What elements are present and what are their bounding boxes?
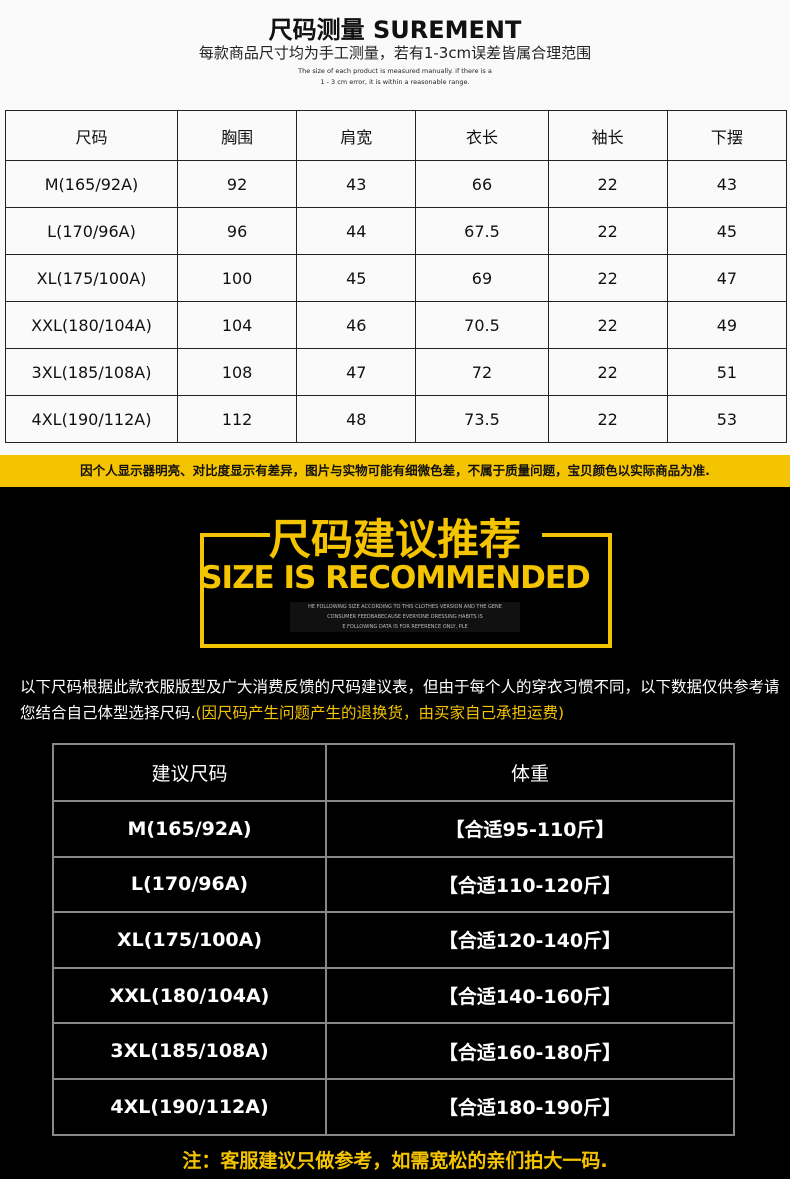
column-header: 下摆 xyxy=(666,110,788,161)
note-line: The size of each product is measured man… xyxy=(298,67,492,75)
header-row: 建议尺码 体重 xyxy=(52,743,735,802)
table-cell: L(170/96A) xyxy=(5,207,178,255)
table-cell: 22 xyxy=(547,348,668,396)
table-cell: 49 xyxy=(666,301,788,349)
table-cell: 45 xyxy=(666,207,788,255)
size-table: 尺码 胸围 肩宽 衣长 袖长 下摆 M(165/92A) 92 43 66 22 43 L(170/96… xyxy=(5,110,788,443)
table-row: 3XL(185/108A) 【合适160-180斤】 xyxy=(52,1022,735,1080)
column-header: 肩宽 xyxy=(296,110,417,161)
table-cell: 73.5 xyxy=(415,395,549,443)
table-cell: 53 xyxy=(666,395,788,443)
subtitle: 每款商品尺寸均为手工测量，若有1-3cm误差皆属合理范围 xyxy=(198,44,592,62)
table-cell: 96 xyxy=(176,207,298,255)
table-cell: XL(175/100A) xyxy=(5,254,178,302)
table-cell: 22 xyxy=(547,301,668,349)
table-cell: 【合适140-160斤】 xyxy=(325,966,735,1025)
table-row: XL(175/100A) 【合适120-140斤】 xyxy=(52,911,735,969)
table-cell: 92 xyxy=(176,160,298,208)
table-row: M(165/92A) 92 43 66 22 43 xyxy=(5,160,788,208)
table-cell: 【合适95-110斤】 xyxy=(325,800,735,858)
table-row: L(170/96A) 【合适110-120斤】 xyxy=(52,855,735,914)
table-cell: 108 xyxy=(176,348,298,396)
table-cell: 67.5 xyxy=(415,207,549,255)
table-cell: 【合适180-190斤】 xyxy=(325,1077,735,1136)
small-line: HE FOLLOWING SIZE ACCORDING TO THIS CLOT… xyxy=(308,604,502,610)
column-header: 尺码 xyxy=(5,110,178,161)
table-cell: 100 xyxy=(176,254,298,302)
table-cell: 43 xyxy=(296,160,417,208)
header-row: 尺码 胸围 肩宽 衣长 袖长 下摆 xyxy=(5,110,788,161)
table-cell: 22 xyxy=(547,254,668,302)
table-cell: XXL(180/104A) xyxy=(52,966,327,1025)
intro-paragraph: 以下尺码根据此款衣服版型及广大消费反馈的尺码建议表，但由于每个人的穿衣习惯不同，… xyxy=(20,674,780,726)
banner-title-en: SIZE IS RECOMMENDED xyxy=(200,560,591,596)
page-title: 尺码测量 SUREMENT xyxy=(268,16,522,44)
table-cell: 【合适160-180斤】 xyxy=(325,1022,735,1080)
table-cell: 22 xyxy=(547,395,668,443)
table-cell: 44 xyxy=(296,207,417,255)
table-cell: 47 xyxy=(296,348,417,396)
banner-small-text: HE FOLLOWING SIZE ACCORDING TO THIS CLOT… xyxy=(290,602,520,632)
table-row: 4XL(190/112A) 【合适180-190斤】 xyxy=(52,1077,735,1136)
banner-title-cn: 尺码建议推荐 xyxy=(268,515,521,564)
table-cell: 70.5 xyxy=(415,301,549,349)
table-cell: XXL(180/104A) xyxy=(5,301,178,349)
table-cell: 4XL(190/112A) xyxy=(52,1077,327,1136)
table-cell: 69 xyxy=(415,254,549,302)
table-cell: 3XL(185/108A) xyxy=(5,348,178,396)
table-cell: 46 xyxy=(296,301,417,349)
table-cell: L(170/96A) xyxy=(52,855,327,914)
table-cell: 45 xyxy=(296,254,417,302)
intro-text: 以下尺码根据此款衣服版型及广大消费反馈的尺码建议表，但由于每个人的穿衣习惯不同，… xyxy=(20,678,780,722)
table-cell: 4XL(190/112A) xyxy=(5,395,178,443)
table-cell: 【合适110-120斤】 xyxy=(325,855,735,914)
table-cell: M(165/92A) xyxy=(5,160,178,208)
table-cell: 51 xyxy=(666,348,788,396)
table-cell: 43 xyxy=(666,160,788,208)
banner-frame xyxy=(200,533,612,648)
small-line: CONSUMER FEEDBABECAUSE EVERYONE DRESSING… xyxy=(327,614,483,620)
table-row: M(165/92A) 【合适95-110斤】 xyxy=(52,800,735,858)
column-header: 胸围 xyxy=(176,110,298,161)
small-line: E FOLLOWING DATA IS FOR REFERENCE ONLY, … xyxy=(342,624,468,630)
column-header: 体重 xyxy=(325,743,735,802)
table-cell: 22 xyxy=(547,160,668,208)
table-row: L(170/96A) 96 44 67.5 22 45 xyxy=(5,207,788,255)
table-cell: 66 xyxy=(415,160,549,208)
table-cell: 112 xyxy=(176,395,298,443)
table-cell: M(165/92A) xyxy=(52,800,327,858)
note-line: 1 - 3 cm error, it is within a reasonabl… xyxy=(320,78,470,86)
table-row: 3XL(185/108A) 108 47 72 22 51 xyxy=(5,348,788,396)
table-row: XXL(180/104A) 【合适140-160斤】 xyxy=(52,966,735,1025)
recommendation-table: 建议尺码 体重 M(165/92A) 【合适95-110斤】 L(170/96A) 【合适… xyxy=(52,743,735,1136)
table-cell: 48 xyxy=(296,395,417,443)
column-header: 衣长 xyxy=(415,110,549,161)
intro-highlight: (因尺码产生问题产生的退换货，由买家自己承担运费) xyxy=(195,704,565,722)
table-cell: 104 xyxy=(176,301,298,349)
column-header: 建议尺码 xyxy=(52,743,327,802)
table-row: 4XL(190/112A) 112 48 73.5 22 53 xyxy=(5,395,788,443)
footer-note: 注：客服建议只做参考，如需宽松的亲们拍大一码. xyxy=(182,1150,608,1172)
table-cell: 72 xyxy=(415,348,549,396)
english-note: The size of each product is measured man… xyxy=(0,66,790,88)
disclaimer-band: 因个人显示器明亮、对比度显示有差异，图片与实物可能有细微色差，不属于质量问题，宝… xyxy=(0,455,790,487)
table-cell: 47 xyxy=(666,254,788,302)
table-cell: XL(175/100A) xyxy=(52,911,327,969)
table-cell: 3XL(185/108A) xyxy=(52,1022,327,1080)
table-cell: 【合适120-140斤】 xyxy=(325,911,735,969)
table-cell: 22 xyxy=(547,207,668,255)
table-row: XL(175/100A) 100 45 69 22 47 xyxy=(5,254,788,302)
column-header: 袖长 xyxy=(547,110,668,161)
table-row: XXL(180/104A) 104 46 70.5 22 49 xyxy=(5,301,788,349)
